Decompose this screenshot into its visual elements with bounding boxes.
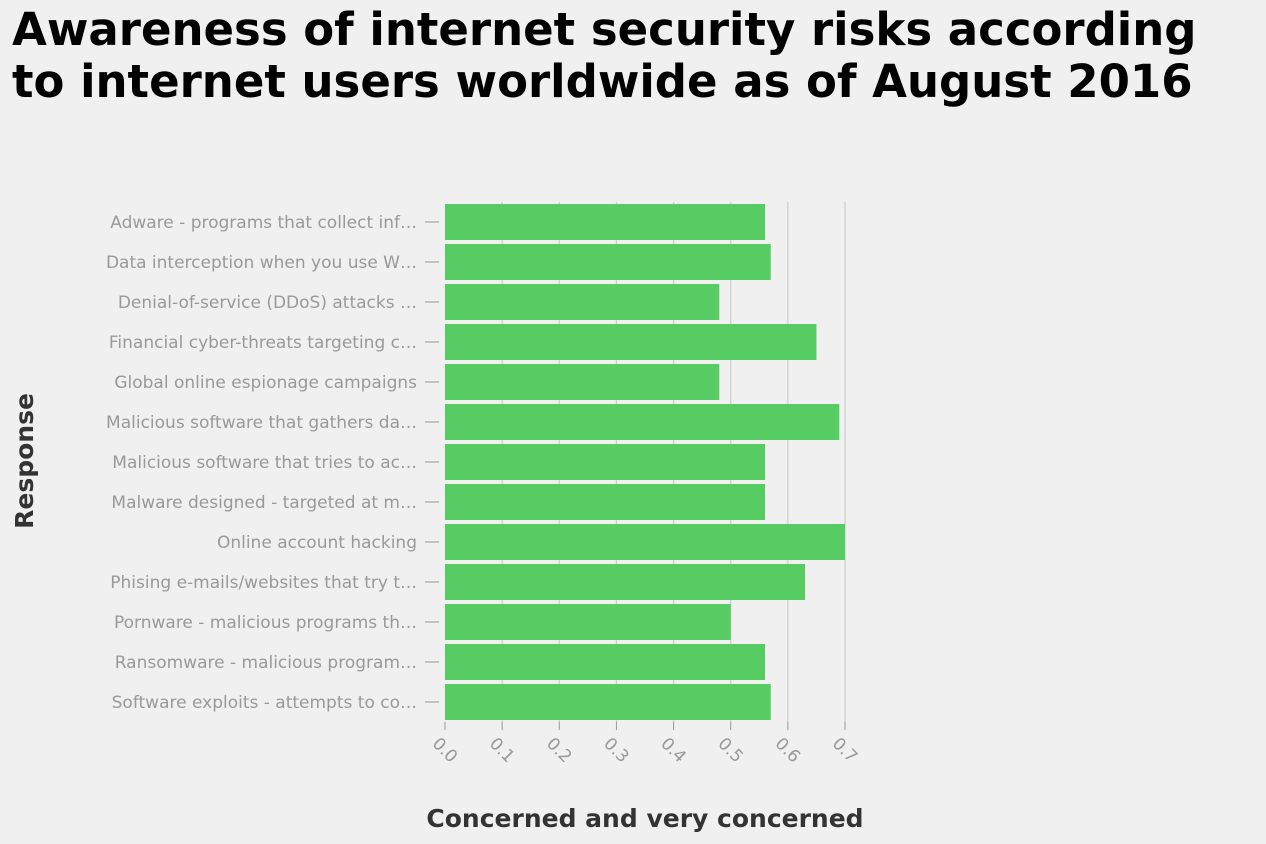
x-tick-label: 0.1: [485, 734, 518, 767]
bar: [445, 644, 765, 680]
bars: [445, 204, 845, 720]
x-tick-label: 0.4: [656, 734, 689, 767]
y-tick-label: Global online espionage campaigns: [114, 373, 417, 393]
x-tick-label: 0.5: [714, 734, 747, 767]
bar: [445, 564, 805, 600]
bar: [445, 244, 771, 280]
y-tick-label: Financial cyber-threats targeting c…: [109, 333, 417, 353]
x-tick-label: 0.7: [828, 734, 861, 767]
bar: [445, 604, 731, 640]
y-tick-label: Pornware - malicious programs th…: [114, 613, 417, 633]
x-tick-label: 0.6: [771, 734, 804, 767]
y-axis-title: Response: [10, 393, 39, 529]
y-tick-label: Denial-of-service (DDoS) attacks …: [118, 293, 417, 313]
y-tick-label: Malware designed - targeted at m…: [111, 493, 417, 513]
y-tick-label: Online account hacking: [217, 533, 417, 553]
y-tick-label: Malicious software that tries to ac…: [112, 453, 417, 473]
bar: [445, 684, 771, 720]
y-tick-label: Ransomware - malicious program…: [115, 653, 417, 673]
y-tick-label: Adware - programs that collect inf…: [110, 213, 417, 233]
y-axis-ticks: Adware - programs that collect inf… Data …: [106, 213, 439, 713]
bar: [445, 404, 840, 440]
bar: [445, 284, 720, 320]
x-axis-title: Concerned and very concerned: [426, 804, 863, 833]
bar: [445, 444, 765, 480]
x-axis-ticks: 0.0 0.1 0.2 0.3 0.4 0.5 0.6 0.7: [428, 722, 861, 767]
y-tick-label: Phising e-mails/websites that try t…: [110, 573, 417, 593]
y-tick-label: Data interception when you use W…: [106, 253, 417, 273]
bar: [445, 324, 817, 360]
y-tick-label: Malicious software that gathers da…: [106, 413, 417, 433]
bar: [445, 524, 845, 560]
bar: [445, 204, 765, 240]
x-tick-label: 0.0: [428, 734, 461, 767]
x-tick-label: 0.3: [599, 734, 632, 767]
bar: [445, 364, 720, 400]
x-tick-label: 0.2: [542, 734, 575, 767]
bar: [445, 484, 765, 520]
y-tick-label: Software exploits - attempts to co…: [112, 693, 417, 713]
chart-title: Awareness of internet security risks acc…: [12, 3, 1197, 108]
